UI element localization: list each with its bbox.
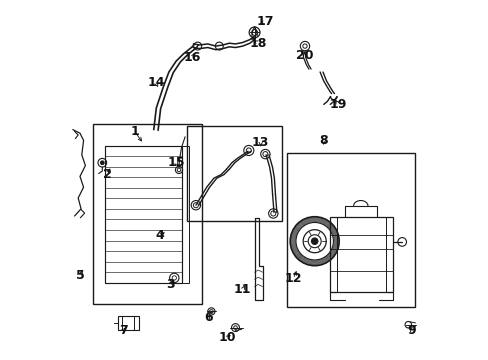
Text: 8: 8 <box>319 134 327 147</box>
Text: 5: 5 <box>76 269 85 282</box>
Bar <box>104 146 182 283</box>
Bar <box>186 126 282 221</box>
Text: 18: 18 <box>249 37 266 50</box>
Bar <box>329 217 392 292</box>
Text: 2: 2 <box>103 168 112 181</box>
Text: 7: 7 <box>119 324 127 337</box>
Bar <box>182 146 189 283</box>
Text: 6: 6 <box>204 311 212 324</box>
Bar <box>118 316 139 330</box>
Circle shape <box>101 161 104 165</box>
Text: 9: 9 <box>407 324 415 337</box>
Text: 4: 4 <box>155 229 164 242</box>
Bar <box>286 153 414 307</box>
Text: 19: 19 <box>329 98 346 111</box>
Text: 11: 11 <box>233 283 251 296</box>
Bar <box>92 124 202 304</box>
Text: 20: 20 <box>296 49 313 62</box>
Text: 3: 3 <box>166 278 175 291</box>
Text: 12: 12 <box>284 273 301 285</box>
Text: 10: 10 <box>218 331 236 344</box>
Text: 15: 15 <box>167 156 184 169</box>
Text: 14: 14 <box>147 76 165 89</box>
Circle shape <box>311 238 317 244</box>
Text: 17: 17 <box>256 15 274 28</box>
Text: 13: 13 <box>251 136 269 149</box>
Text: 16: 16 <box>183 51 201 64</box>
Text: 1: 1 <box>130 125 139 138</box>
